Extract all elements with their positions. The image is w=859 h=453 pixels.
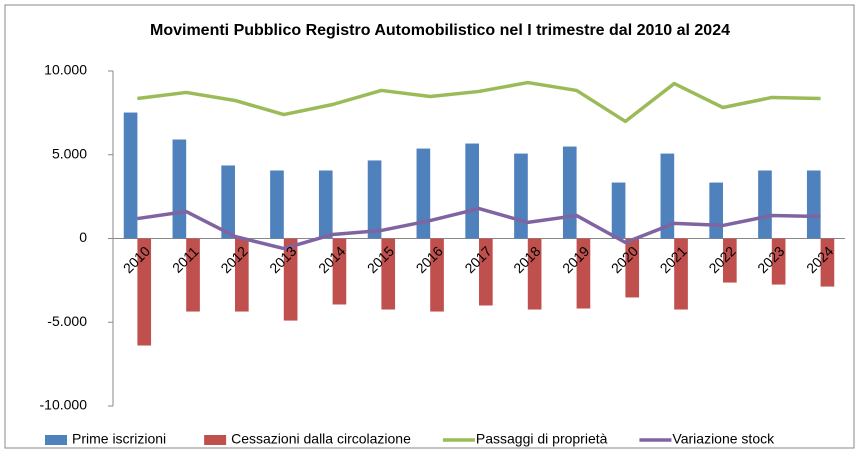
bar — [283, 238, 298, 321]
bar — [820, 238, 835, 287]
bar — [709, 182, 723, 239]
bar — [562, 146, 577, 239]
bar — [660, 153, 675, 239]
bar — [625, 238, 640, 298]
line — [137, 206, 821, 251]
bar — [235, 238, 249, 312]
legend-label: Variazione stock — [672, 431, 775, 447]
legend-swatch — [204, 435, 227, 445]
bar — [221, 165, 235, 239]
bar — [465, 143, 479, 239]
y-tick-label: 10.000 — [44, 62, 87, 78]
bar — [527, 238, 542, 310]
y-tick-label: 0 — [79, 229, 87, 245]
legend-label: Passaggi di proprietà — [476, 431, 608, 447]
bar — [367, 160, 382, 239]
bar — [270, 170, 284, 239]
chart-title: Movimenti Pubblico Registro Automobilist… — [150, 22, 730, 39]
bar — [186, 238, 200, 312]
bar — [137, 238, 152, 346]
y-tick-label: 5.000 — [52, 145, 87, 161]
y-tick-label: -10.000 — [40, 397, 88, 413]
bar — [430, 238, 444, 312]
legend-swatch — [45, 435, 67, 445]
bar — [416, 148, 431, 239]
bar — [172, 139, 187, 239]
line — [137, 80, 821, 124]
bar — [674, 238, 688, 310]
bar — [611, 182, 626, 239]
bar — [479, 238, 493, 306]
legend-label: Prime iscrizioni — [72, 431, 166, 447]
bar — [806, 170, 821, 239]
bar — [318, 170, 333, 239]
legend-label: Cessazioni dalla circolazione — [231, 431, 411, 447]
bar — [514, 153, 528, 239]
bar — [758, 170, 772, 239]
bar — [576, 238, 591, 309]
bar — [723, 238, 737, 283]
y-tick-label: -5.000 — [47, 313, 87, 329]
bar — [771, 238, 786, 285]
bar — [381, 238, 396, 310]
bar — [123, 112, 138, 239]
bar — [332, 238, 347, 305]
